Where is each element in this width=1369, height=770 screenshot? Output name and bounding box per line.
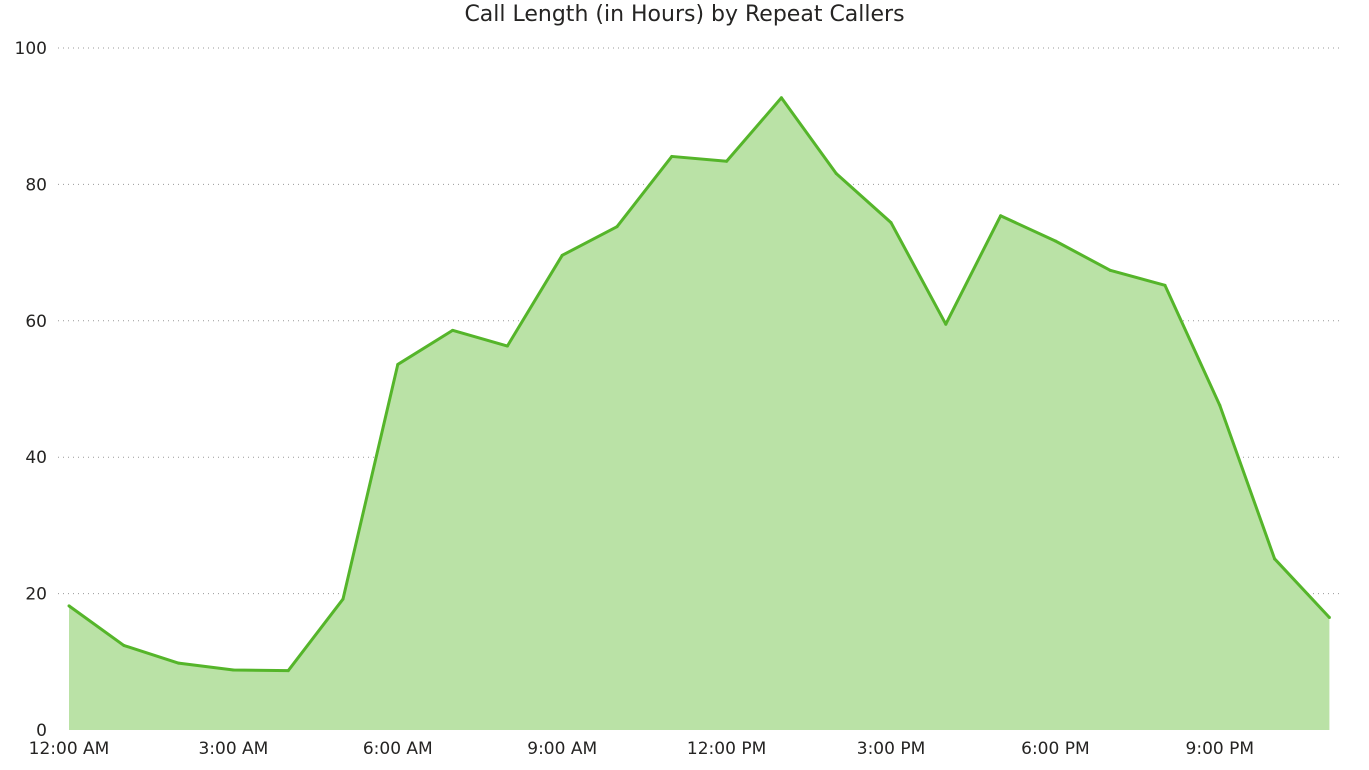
- y-tick-label: 100: [15, 39, 47, 59]
- series-area-fill: [69, 97, 1330, 730]
- data-point: [670, 154, 674, 158]
- data-point: [999, 214, 1003, 218]
- x-tick-label: 3:00 AM: [198, 739, 268, 759]
- data-point: [1218, 403, 1222, 407]
- x-tick-label: 6:00 PM: [1021, 739, 1090, 759]
- data-point: [560, 253, 564, 257]
- data-point: [615, 225, 619, 229]
- y-tick-label: 80: [25, 175, 47, 195]
- data-point: [286, 669, 290, 673]
- data-point: [451, 328, 455, 332]
- data-point: [1327, 615, 1331, 619]
- data-point: [122, 643, 126, 647]
- x-tick-label: 12:00 PM: [687, 739, 766, 759]
- data-point: [725, 159, 729, 163]
- data-point: [944, 322, 948, 326]
- series-line: [68, 96, 1331, 673]
- y-tick-label: 20: [25, 585, 47, 605]
- data-point: [177, 661, 181, 665]
- x-tick-label: 9:00 AM: [527, 739, 597, 759]
- x-tick-label: 9:00 PM: [1186, 739, 1255, 759]
- data-point: [231, 668, 235, 672]
- y-tick-label: 60: [25, 312, 47, 332]
- data-point: [1108, 268, 1112, 272]
- chart-title: Call Length (in Hours) by Repeat Callers: [464, 2, 905, 27]
- data-point: [396, 362, 400, 366]
- data-point: [889, 221, 893, 225]
- data-point: [1163, 283, 1167, 287]
- data-point: [779, 96, 783, 100]
- data-point: [1273, 557, 1277, 561]
- data-point: [1053, 239, 1057, 243]
- y-tick-label: 0: [36, 721, 47, 741]
- data-point: [341, 597, 345, 601]
- series-area: [67, 96, 1331, 730]
- x-axis-ticks: 12:00 AM 3:00 AM 6:00 AM 9:00 AM 12:00 PM 3:0…: [29, 739, 1254, 759]
- data-point: [505, 344, 509, 348]
- y-axis-ticks: 0 20 40 60 80 100: [15, 39, 47, 741]
- data-point: [67, 604, 71, 608]
- data-point: [834, 171, 838, 175]
- x-tick-label: 12:00 AM: [29, 739, 110, 759]
- y-tick-label: 40: [25, 448, 47, 468]
- x-tick-label: 3:00 PM: [857, 739, 926, 759]
- x-tick-label: 6:00 AM: [363, 739, 433, 759]
